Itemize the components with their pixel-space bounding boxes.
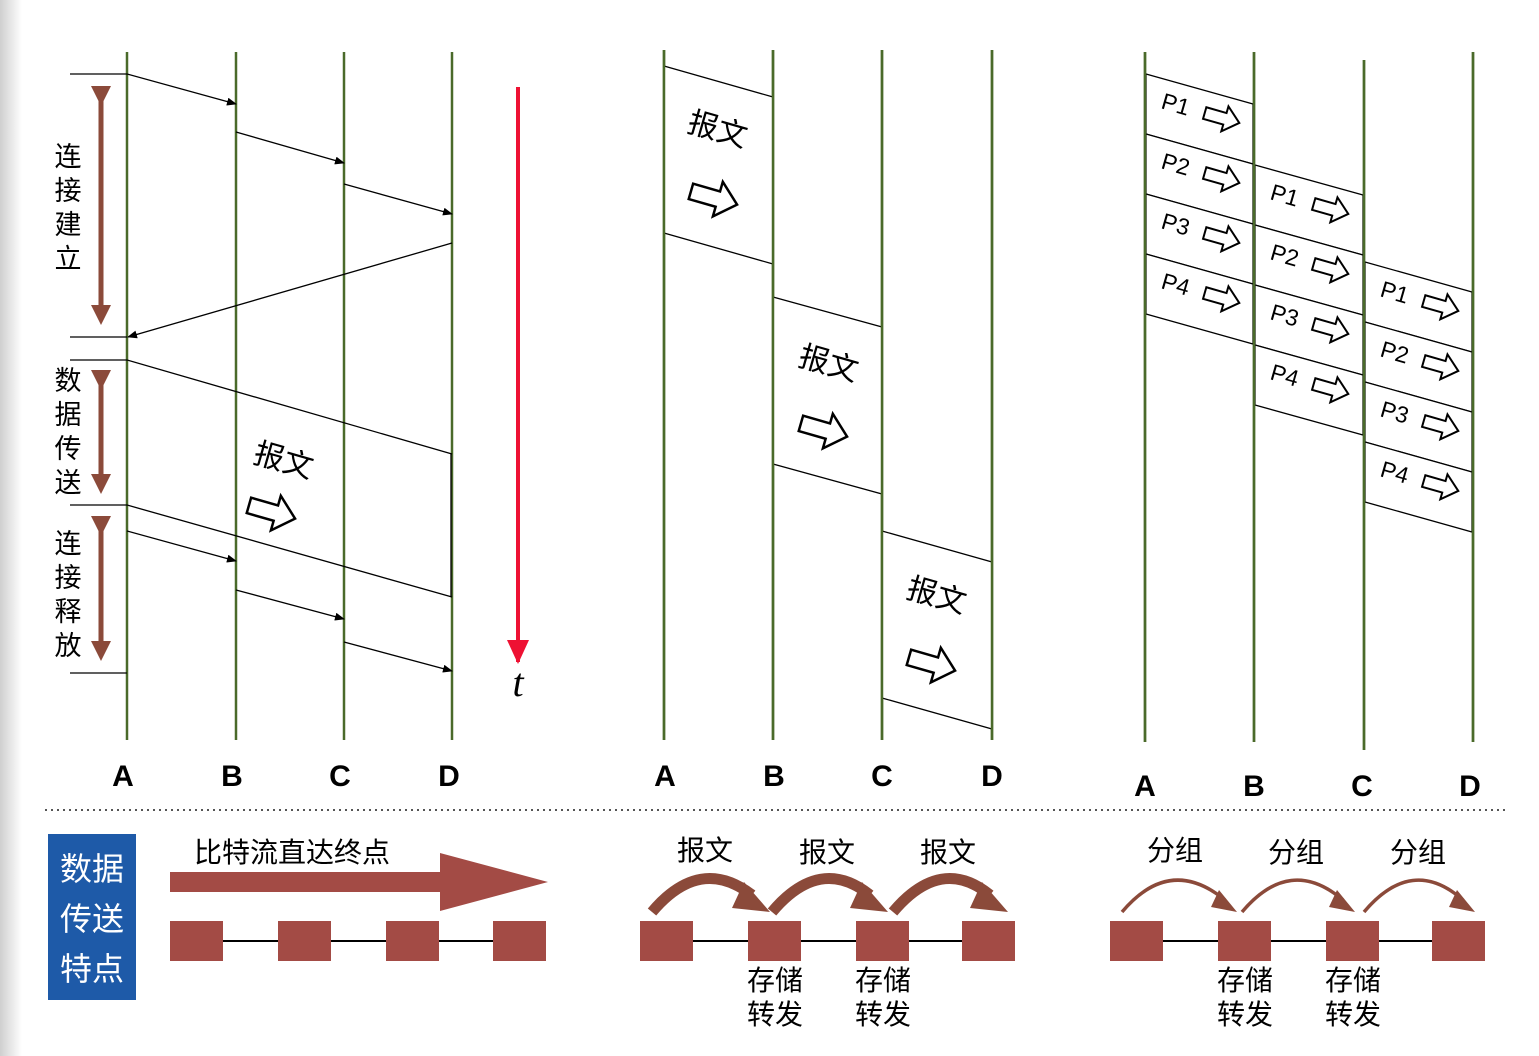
circuit-node-c: [386, 921, 439, 961]
node-label-d: D: [1459, 770, 1481, 803]
node-label-b: B: [763, 760, 785, 793]
circuit-characteristic-text: 比特流直达终点: [194, 836, 390, 869]
bitstream-arrow: [170, 853, 548, 911]
message-node-d: [962, 921, 1015, 961]
message-hop-arrow-1: [647, 873, 756, 916]
node-label-a: A: [654, 760, 676, 793]
characteristics-row: 数据传送特点 比特流直达终点 报文 报文 报文 存储转发 存储转发: [48, 834, 1485, 1031]
circuit-switching-panel: 连接建立 数据传送 连接释放 报文 t A B C D: [55, 52, 529, 793]
data-start-edge: [126, 359, 453, 455]
node-label-c: C: [871, 760, 893, 793]
release-signal-ab: [126, 530, 237, 563]
message-node-a: [640, 921, 693, 961]
message-hop-arrow-3: [888, 873, 994, 916]
release-signal-cd: [343, 641, 453, 673]
store-forward-label-3: 存储转发: [1217, 964, 1273, 1031]
setup-signal-cd: [343, 183, 453, 216]
packet-hop-label-2: 分组: [1268, 836, 1324, 869]
message-node-c: [856, 921, 909, 961]
phase-label-release: 连接释放: [55, 529, 82, 662]
message-block-cd: [881, 530, 993, 730]
circuit-node-a: [170, 921, 223, 961]
message-hop-label-2: 报文: [799, 836, 855, 869]
packet-hop-label-1: 分组: [1147, 834, 1203, 867]
packet-node-b: [1218, 921, 1271, 961]
message-hop-arrow-2: [767, 873, 874, 916]
packet-node-a: [1110, 921, 1163, 961]
node-label-a: A: [1134, 770, 1156, 803]
message-hop-label-1: 报文: [677, 834, 733, 867]
node-label-d: D: [438, 760, 460, 793]
setup-signal-ab: [126, 73, 237, 106]
message-node-b: [748, 921, 801, 961]
circuit-message-arrow-icon: [242, 486, 302, 538]
packet-node-c: [1326, 921, 1379, 961]
message-block-ab: [663, 65, 774, 265]
phase-label-data: 数据传送: [55, 366, 82, 499]
packet-hop-arrow-3: [1362, 878, 1465, 914]
setup-signal-bc: [235, 131, 345, 165]
packet-hop-arrow-1: [1120, 878, 1227, 914]
message-hop-label-3: 报文: [920, 836, 976, 869]
circuit-message-label: 报文: [250, 436, 317, 486]
characteristics-title-box: [48, 834, 136, 1000]
circuit-node-d: [493, 921, 546, 961]
circuit-node-b: [278, 921, 331, 961]
message-switching-panel: 报文 报文 报文 A B C D: [654, 50, 1003, 793]
packet-hop-label-3: 分组: [1390, 836, 1446, 869]
data-end-edge: [126, 504, 453, 598]
release-signal-bc: [235, 589, 345, 621]
node-label-b: B: [1243, 770, 1265, 803]
store-forward-label-4: 存储转发: [1325, 964, 1381, 1031]
setup-ack: [127, 242, 453, 339]
store-forward-label-2: 存储转发: [855, 964, 911, 1031]
node-label-b: B: [221, 760, 243, 793]
packet-hop-arrow-2: [1240, 878, 1345, 914]
node-label-c: C: [1351, 770, 1373, 803]
node-label-c: C: [329, 760, 351, 793]
phase-label-setup: 连接建立: [55, 142, 82, 275]
node-label-a: A: [112, 760, 134, 793]
store-forward-label-1: 存储转发: [747, 964, 803, 1031]
left-edge-shade: [0, 0, 22, 1056]
characteristics-title: 数据传送特点: [60, 850, 124, 988]
node-label-d: D: [981, 760, 1003, 793]
message-block-bc: [772, 296, 883, 495]
packet-node-d: [1432, 921, 1485, 961]
time-label: t: [512, 660, 524, 705]
